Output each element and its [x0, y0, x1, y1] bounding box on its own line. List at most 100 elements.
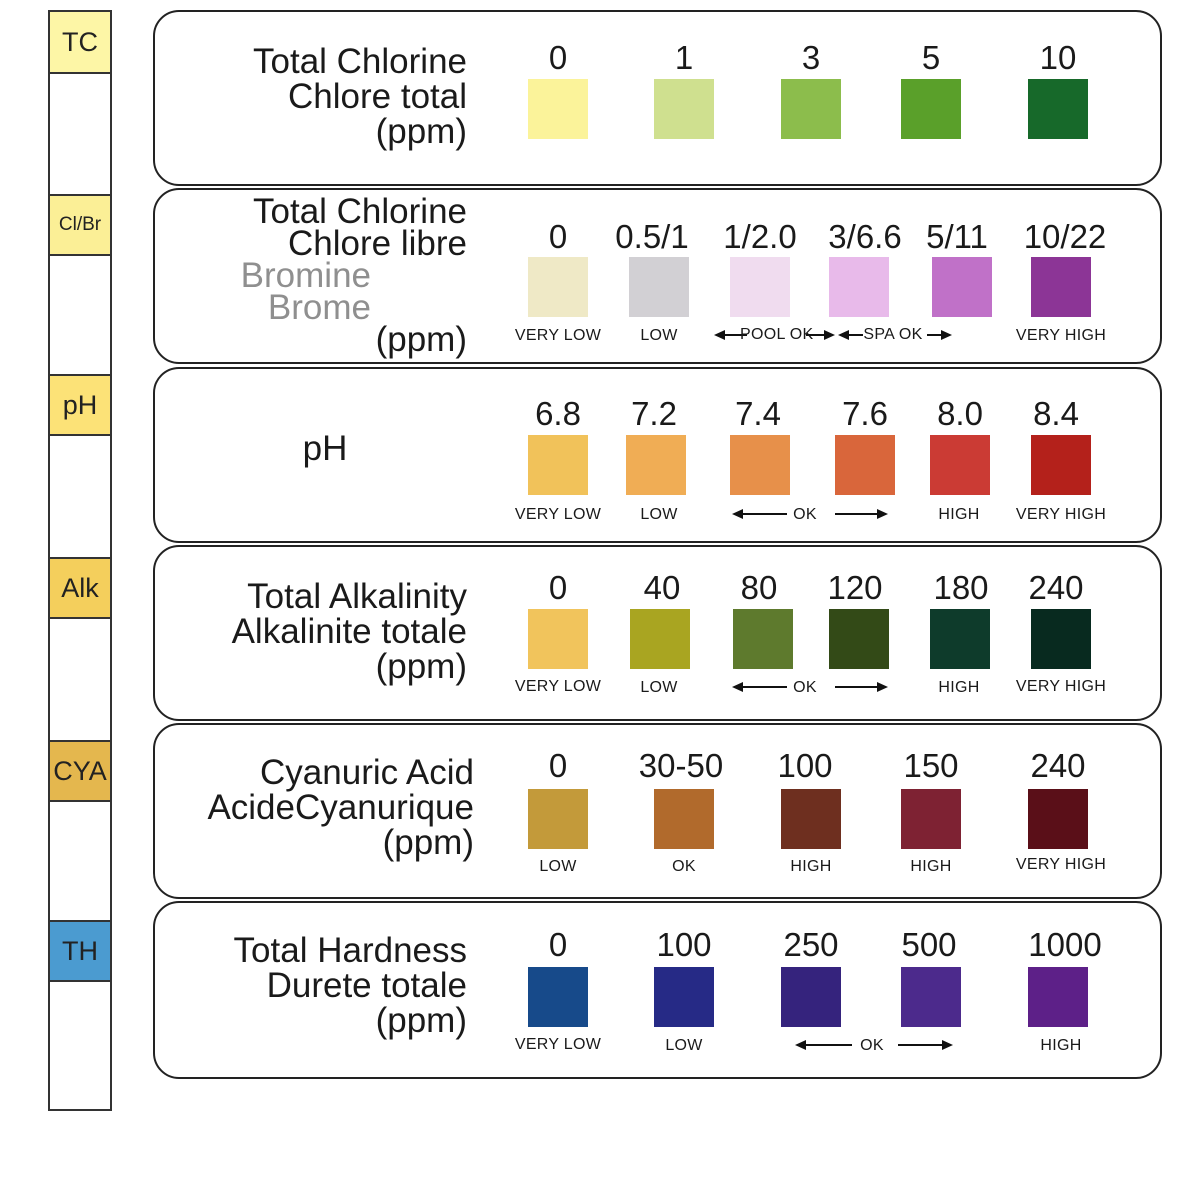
- value-label: 3: [801, 39, 821, 76]
- color-swatch: [781, 789, 841, 849]
- range-tag: VERY LOW: [514, 327, 602, 344]
- color-swatch: [629, 257, 689, 317]
- color-swatch: [901, 79, 961, 139]
- label-line: Total Chlorine: [253, 42, 467, 81]
- strip-pad-ph: pH: [50, 374, 110, 436]
- range-tag: OK: [860, 1037, 884, 1054]
- range-tag: POOL OK: [740, 326, 814, 343]
- value-label: 100: [656, 926, 712, 963]
- value-label: 80: [740, 569, 778, 606]
- range-tag: VERY HIGH: [1015, 327, 1107, 344]
- value-label: 40: [643, 569, 681, 606]
- color-swatch: [1031, 435, 1091, 495]
- color-swatch: [730, 257, 790, 317]
- range-tag: VERY HIGH: [1015, 506, 1107, 523]
- range-tag: VERY LOW: [514, 678, 602, 695]
- color-swatch: [1028, 967, 1088, 1027]
- panel-chlorine-bromine: Total Chlorine Chlore libre Bromine Brom…: [153, 188, 1162, 364]
- color-swatch: [829, 609, 889, 669]
- panel-total-chlorine: Total Chlorine Chlore total (ppm) 0 1 3 …: [153, 10, 1162, 186]
- value-label: 500: [901, 926, 957, 963]
- range-tag: LOW: [539, 858, 577, 875]
- color-swatch: [528, 435, 588, 495]
- value-label: 150: [903, 747, 959, 784]
- color-swatch: [626, 435, 686, 495]
- value-label: 7.2: [631, 395, 677, 432]
- range-tag: HIGH: [938, 506, 980, 523]
- arrow-right-icon: [877, 509, 888, 519]
- value-label: 3/6.6: [828, 218, 902, 255]
- value-label: 240: [1030, 747, 1086, 784]
- value-label: 10: [1039, 39, 1077, 76]
- value-label: 1: [674, 39, 694, 76]
- value-label: 5: [921, 39, 941, 76]
- range-tag: OK: [672, 858, 696, 875]
- arrow-line: [804, 1044, 852, 1046]
- value-label: 0.5/1: [615, 218, 689, 255]
- arrow-line: [741, 513, 787, 515]
- arrow-right-icon: [941, 330, 952, 340]
- label-line: (ppm): [382, 823, 474, 862]
- label-line: Total Hardness: [233, 931, 467, 970]
- color-swatch: [730, 435, 790, 495]
- arrow-line: [741, 686, 787, 688]
- arrow-line: [723, 334, 747, 336]
- arrow-left-icon: [732, 682, 743, 692]
- color-swatch: [932, 257, 992, 317]
- strip-pad-alk: Alk: [50, 557, 110, 619]
- value-label: 0: [548, 747, 568, 784]
- color-swatch: [829, 257, 889, 317]
- value-label: 250: [783, 926, 839, 963]
- arrow-left-icon: [838, 330, 849, 340]
- range-tag: HIGH: [938, 679, 980, 696]
- label-line: AcideCyanurique: [207, 788, 474, 827]
- panel-label: Total Chlorine Chlore libre Bromine Brom…: [241, 194, 467, 357]
- panel-ph: pH 6.8 7.2 7.4 7.6 8.0 8.4 VERY LOW LOW …: [153, 367, 1162, 543]
- range-tag: LOW: [665, 1037, 703, 1054]
- range-tag: VERY LOW: [514, 506, 602, 523]
- range-tag: VERY LOW: [514, 1036, 602, 1053]
- color-swatch: [901, 967, 961, 1027]
- arrow-left-icon: [732, 509, 743, 519]
- value-label: 6.8: [535, 395, 581, 432]
- label-line: Durete totale: [266, 966, 467, 1005]
- value-label: 1/2.0: [723, 218, 797, 255]
- color-swatch: [781, 967, 841, 1027]
- label-line: (ppm): [375, 1001, 467, 1040]
- test-strip: TC Cl/Br pH Alk CYA TH: [48, 10, 112, 1111]
- value-label: 8.0: [937, 395, 983, 432]
- strip-pad-tc: TC: [50, 12, 110, 74]
- range-tag: SPA OK: [863, 326, 923, 343]
- value-label: 180: [933, 569, 989, 606]
- color-swatch: [835, 435, 895, 495]
- label-line: Chlore libre: [288, 224, 467, 263]
- color-swatch: [930, 435, 990, 495]
- color-swatch: [733, 609, 793, 669]
- label-line: (ppm): [375, 647, 467, 686]
- range-tag: OK: [793, 679, 817, 696]
- panel-label: Total Hardness Durete totale (ppm): [234, 933, 467, 1038]
- value-label: 0: [548, 926, 568, 963]
- value-label: 120: [827, 569, 883, 606]
- label-line: pH: [302, 429, 348, 468]
- color-swatch: [1028, 79, 1088, 139]
- panel-label: Cyanuric Acid AcideCyanurique (ppm): [207, 755, 474, 860]
- arrow-right-icon: [824, 330, 835, 340]
- value-label: 5/11: [926, 218, 988, 255]
- color-swatch: [528, 609, 588, 669]
- arrow-line: [898, 1044, 944, 1046]
- arrow-right-icon: [942, 1040, 953, 1050]
- value-label: 30-50: [638, 747, 724, 784]
- value-label: 0: [548, 39, 568, 76]
- label-line: Brome: [267, 288, 371, 327]
- color-swatch: [930, 609, 990, 669]
- range-tag: HIGH: [1040, 1037, 1082, 1054]
- value-label: 240: [1028, 569, 1084, 606]
- range-tag: LOW: [640, 327, 678, 344]
- range-tag: LOW: [640, 679, 678, 696]
- color-swatch: [654, 79, 714, 139]
- color-swatch: [528, 789, 588, 849]
- arrow-line: [847, 334, 863, 336]
- range-tag: HIGH: [910, 858, 952, 875]
- value-label: 0: [548, 218, 568, 255]
